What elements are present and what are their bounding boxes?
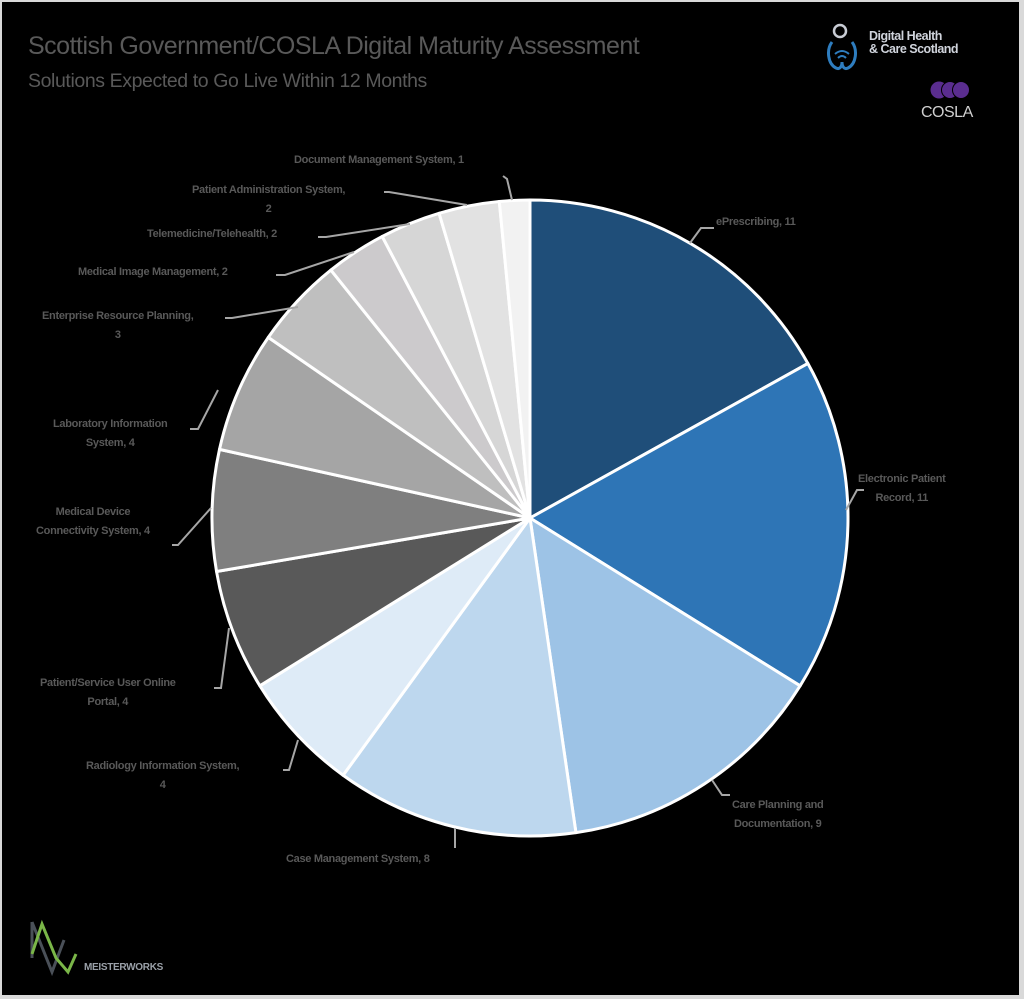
label-ris-line1: Radiology Information System, [86, 760, 240, 772]
leader-line-erp [225, 306, 299, 319]
label-erp-line2: 3 [114, 329, 121, 341]
cosla-logo-icon [930, 81, 970, 99]
label-pas: Patient Administration System, 2 [192, 181, 345, 219]
leader-line-dms [502, 175, 513, 201]
label-ris-line2: 4 [159, 779, 166, 791]
label-case: Case Management System, 8 [286, 853, 430, 865]
label-erp-line1: Enterprise Resource Planning, [42, 310, 194, 322]
leader-line-pas [384, 191, 468, 206]
pie-slice-medical-device-connectivity-system [210, 447, 532, 574]
label-mdcs-line2: Connectivity System, 4 [36, 525, 150, 537]
pie-slice-radiology-information-system [258, 516, 532, 777]
label-epr-line1: Electronic Patient [858, 473, 946, 485]
label-portal: Patient/Service User Online Portal, 4 [40, 674, 176, 712]
label-lis: Laboratory Information System, 4 [53, 415, 168, 453]
pie-slice-care-planning-and-documentation [528, 516, 802, 835]
label-eprescribing: ePrescribing, 11 [716, 216, 796, 228]
dhcs-logo-text: Digital Health & Care Scotland [869, 29, 959, 56]
label-mdcs-line1: Medical Device [55, 506, 131, 518]
meisterworks-logo-icon [30, 919, 78, 977]
leader-line-care [711, 779, 730, 796]
label-erp: Enterprise Resource Planning, 3 [42, 307, 194, 345]
label-tele: Telemedicine/Telehealth, 2 [147, 228, 277, 240]
label-care-line1: Care Planning and [732, 799, 824, 811]
dhcs-line1: Digital Health [869, 29, 942, 43]
label-epr-line2: Record, 11 [875, 492, 929, 504]
pie-slice-document-management-system [497, 198, 532, 520]
label-pas-line1: Patient Administration System, [192, 184, 346, 196]
label-portal-line2: Portal, 4 [87, 696, 129, 708]
dhcs-logo-icon [827, 23, 857, 70]
pie-slice-laboratory-information-system [217, 335, 532, 520]
leader-line-tele [318, 223, 411, 238]
label-lis-line1: Laboratory Information [53, 418, 168, 430]
pie-slice-electronic-patient-record [528, 361, 850, 688]
pie-slices [210, 198, 850, 838]
label-care: Care Planning and Documentation, 9 [732, 796, 824, 834]
label-mdcs: Medical Device Connectivity System, 4 [36, 503, 150, 541]
label-dms: Document Management System, 1 [294, 154, 464, 166]
leader-line-mdcs [172, 507, 212, 546]
dhcs-line2: & Care Scotland [869, 42, 959, 56]
cosla-logo-text: COSLA [921, 104, 973, 121]
meisterworks-logo-text: MEISTERWORKS [84, 962, 163, 973]
leader-line-epr [845, 489, 864, 511]
pie-slice-patient-service-user-online-portal [215, 516, 532, 688]
leader-lines [172, 175, 864, 848]
chart-subtitle: Solutions Expected to Go Live Within 12 … [28, 70, 427, 92]
label-lis-line2: System, 4 [85, 437, 135, 449]
chart-title: Scottish Government/COSLA Digital Maturi… [28, 32, 640, 60]
label-epr: Electronic Patient Record, 11 [858, 470, 946, 508]
leader-line-ris [283, 739, 299, 771]
pie-slice-eprescribing [528, 198, 810, 520]
leader-line-eprescribing [689, 227, 714, 244]
label-pas-line2: 2 [265, 203, 272, 215]
leader-line-portal [214, 627, 230, 689]
leader-line-mim [276, 251, 355, 276]
pie-slice-case-management-system [341, 516, 578, 838]
label-ris: Radiology Information System, 4 [86, 757, 240, 795]
leader-line-lis [190, 389, 219, 430]
label-care-line2: Documentation, 9 [733, 818, 822, 830]
label-portal-line1: Patient/Service User Online [40, 677, 176, 689]
label-mim: Medical Image Management, 2 [78, 266, 228, 278]
